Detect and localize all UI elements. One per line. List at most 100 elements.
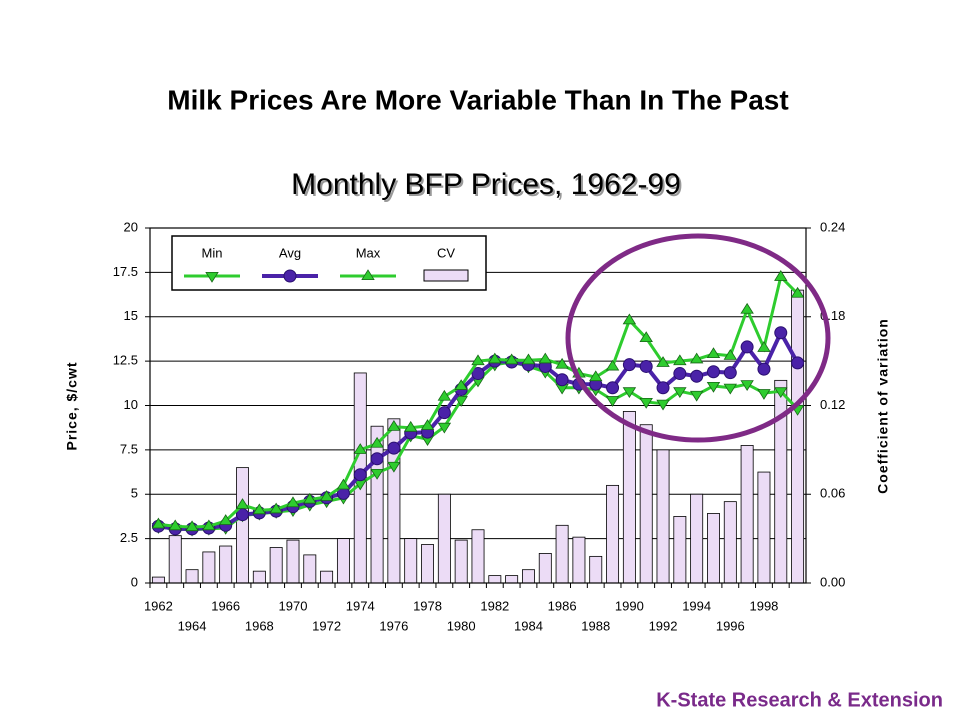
point <box>606 381 620 395</box>
legend-marker <box>361 269 375 281</box>
point <box>774 387 788 399</box>
point <box>303 492 317 504</box>
bar <box>639 424 653 584</box>
x-tick-label: 1998 <box>749 598 778 613</box>
point <box>235 498 250 509</box>
x-tick-label: 1980 <box>447 618 476 633</box>
y-tick-label: 7.5 <box>120 441 138 456</box>
bar <box>168 535 182 584</box>
point <box>723 383 738 395</box>
point <box>168 519 182 531</box>
y-tick-label: 20 <box>124 219 138 234</box>
point <box>387 420 401 431</box>
point <box>757 389 771 400</box>
line <box>158 273 799 529</box>
point <box>673 354 687 366</box>
point <box>791 356 805 370</box>
bar <box>740 445 754 584</box>
point <box>185 520 199 532</box>
legend-marker <box>205 271 219 283</box>
y-axis-label: Price, $/cwt <box>64 361 80 450</box>
point <box>202 519 216 531</box>
point <box>689 352 704 364</box>
bar <box>589 555 603 584</box>
x-tick-label: 1976 <box>379 618 408 633</box>
footer: K-State Research & Extension <box>656 689 943 711</box>
legend-box <box>171 235 487 291</box>
point <box>706 381 721 393</box>
bar <box>538 553 552 584</box>
bar <box>151 576 165 584</box>
point <box>740 340 754 354</box>
point <box>605 359 620 371</box>
point <box>673 367 687 381</box>
point <box>151 517 166 529</box>
point <box>605 396 620 407</box>
point <box>690 369 704 383</box>
bar <box>236 467 249 584</box>
bar <box>303 554 317 584</box>
point <box>740 380 754 391</box>
point <box>757 362 771 376</box>
x-tick-label: 1994 <box>682 598 711 613</box>
x-tick-label: 1964 <box>178 618 207 633</box>
point <box>723 366 737 380</box>
bar <box>421 544 434 584</box>
point <box>437 389 452 401</box>
point <box>252 503 267 515</box>
y-tick-label: 12.5 <box>113 353 138 368</box>
point <box>454 396 468 407</box>
x-tick-label: 1984 <box>514 618 543 633</box>
bar <box>690 493 704 584</box>
y2-tick-label: 0.06 <box>820 486 845 501</box>
point <box>656 381 670 395</box>
y2-tick-label: 0.00 <box>820 574 845 589</box>
bar <box>522 569 535 584</box>
bar <box>370 425 384 584</box>
x-tick-label: 1978 <box>413 598 442 613</box>
point <box>622 358 636 372</box>
x-tick-label: 1966 <box>211 598 240 613</box>
point <box>387 461 401 473</box>
point <box>437 422 452 434</box>
point <box>622 387 637 399</box>
point <box>504 353 519 365</box>
point <box>538 352 553 364</box>
x-tick-label: 1970 <box>279 598 308 613</box>
bar <box>622 411 636 584</box>
legend-label: Max <box>356 245 381 260</box>
point <box>269 502 283 514</box>
point <box>723 349 738 360</box>
bar <box>555 524 569 584</box>
chart-subtitle: Monthly BFP Prices, 1962-99 <box>291 168 681 201</box>
y2-tick-label: 0.12 <box>820 397 845 412</box>
point <box>437 406 451 420</box>
point <box>656 356 670 367</box>
legend-label: CV <box>437 245 455 260</box>
point <box>706 365 720 379</box>
point <box>370 468 384 480</box>
x-tick-label: 1974 <box>346 598 375 613</box>
point <box>370 452 384 466</box>
bar <box>488 575 502 584</box>
plot-area: 02.557.51012.51517.5200.000.060.120.180.… <box>113 219 846 633</box>
point <box>319 490 334 501</box>
point <box>589 370 603 382</box>
bar <box>320 570 334 584</box>
point <box>387 441 401 455</box>
bar <box>437 493 451 584</box>
point <box>639 331 653 343</box>
point <box>673 387 687 399</box>
bar <box>606 484 620 584</box>
point <box>555 357 569 369</box>
point <box>622 313 637 325</box>
point <box>689 390 704 402</box>
point <box>740 302 754 314</box>
y2-tick-label: 0.24 <box>820 219 845 234</box>
x-tick-label: 1972 <box>312 618 341 633</box>
point <box>790 286 805 298</box>
bar <box>723 501 737 584</box>
point <box>757 341 771 352</box>
bar <box>336 538 350 584</box>
bar <box>791 289 805 584</box>
